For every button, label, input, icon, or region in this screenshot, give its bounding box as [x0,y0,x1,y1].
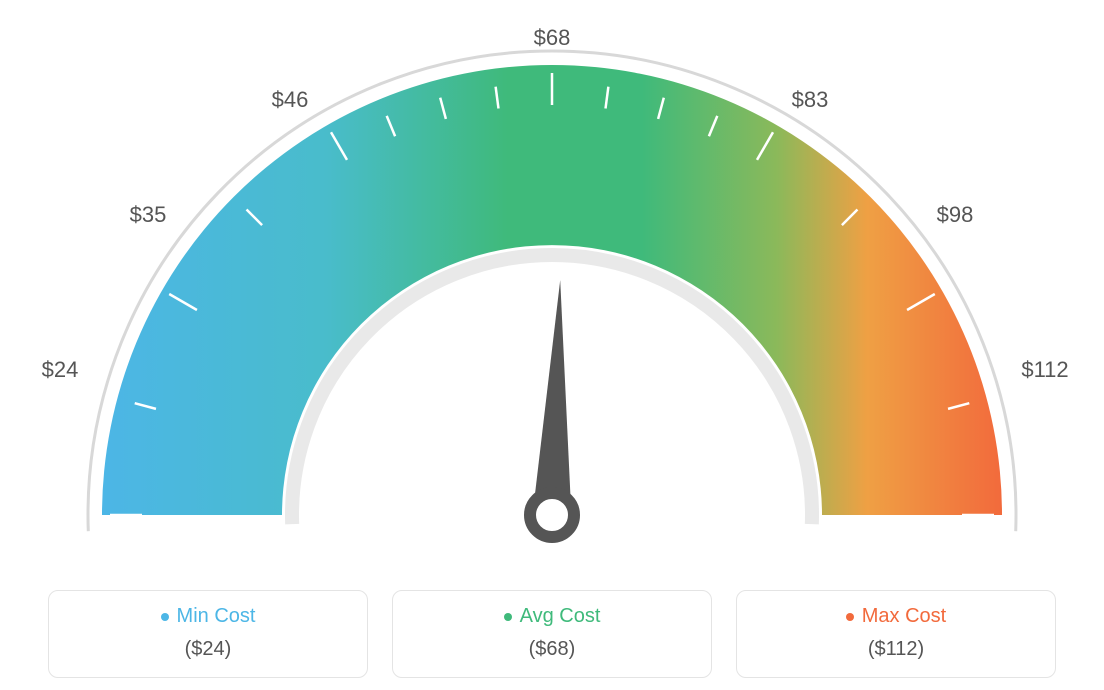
legend-title: Avg Cost [504,605,601,628]
gauge-tick-label: $24 [42,357,79,383]
gauge-needle [532,280,571,519]
legend-value: ($68) [393,638,711,661]
gauge-svg [0,10,1104,570]
legend-title: Max Cost [846,605,946,628]
legend-value: ($24) [49,638,367,661]
gauge-tick-label: $83 [792,87,829,113]
legend-title-text: Min Cost [177,605,256,628]
legend-title-text: Max Cost [862,605,946,628]
legend-row: Min Cost ($24) Avg Cost ($68) Max Cost ($112) [0,590,1104,678]
legend-title: Min Cost [161,605,256,628]
legend-card-max: Max Cost ($112) [736,590,1056,678]
gauge-chart: $24 $35 $46 $68 $83 $98 $112 [0,10,1104,570]
legend-dot-icon [161,613,169,621]
legend-value: ($112) [737,638,1055,661]
legend-dot-icon [846,613,854,621]
legend-card-avg: Avg Cost ($68) [392,590,712,678]
cost-gauge-widget: $24 $35 $46 $68 $83 $98 $112 Min Cost ($24) Avg … [0,0,1104,690]
gauge-tick-label: $98 [937,202,974,228]
legend-card-min: Min Cost ($24) [48,590,368,678]
legend-dot-icon [504,613,512,621]
gauge-tick-label: $112 [1021,357,1068,383]
gauge-tick-label: $46 [272,87,309,113]
legend-title-text: Avg Cost [520,605,601,628]
gauge-tick-label: $68 [534,25,571,51]
gauge-tick-label: $35 [130,202,167,228]
gauge-needle-hub [530,493,574,537]
